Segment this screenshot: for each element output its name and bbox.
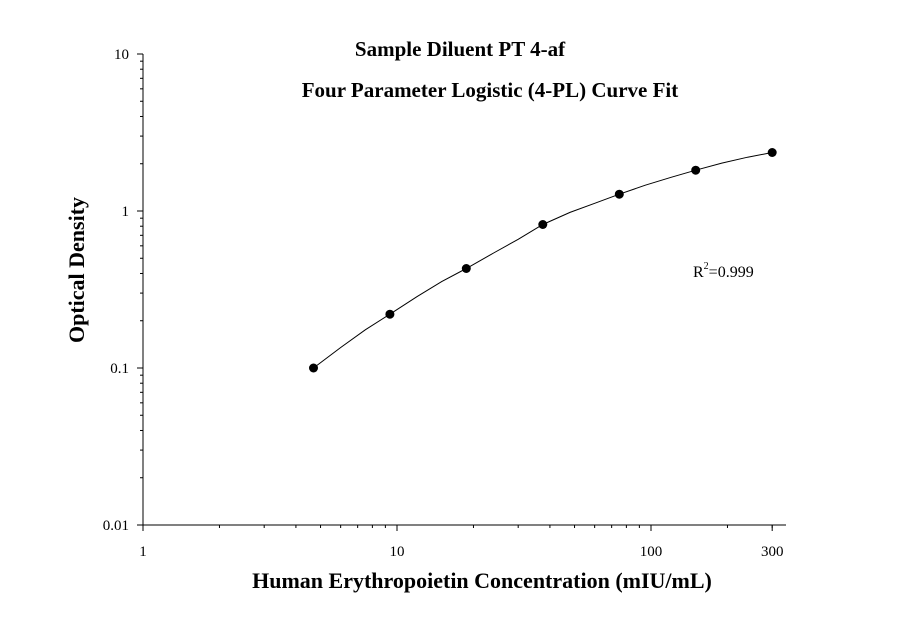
tick-labels: 0.01 0.1 1 10 1 10 100 300 — [103, 47, 784, 560]
axes — [142, 54, 786, 526]
chart-title: Sample Diluent PT 4-af — [355, 37, 566, 61]
data-point — [614, 189, 624, 199]
data-point — [461, 264, 471, 273]
data-point — [385, 309, 395, 319]
data-point — [691, 165, 701, 175]
r-squared-value: =0.999 — [709, 264, 754, 281]
y-tick-label: 1 — [122, 204, 130, 220]
r-squared-base: R — [693, 264, 704, 281]
y-axis-label: Optical Density — [64, 197, 89, 343]
data-points — [309, 148, 777, 373]
ticks — [137, 53, 773, 531]
y-tick-label: 10 — [114, 47, 129, 63]
data-point — [309, 363, 318, 373]
x-tick-label: 100 — [640, 544, 663, 560]
y-tick-label: 0.01 — [103, 518, 129, 534]
x-axis-label: Human Erythropoietin Concentration (mIU/… — [252, 568, 712, 593]
data-point — [538, 220, 548, 229]
data-point — [767, 148, 777, 157]
y-tick-label: 0.1 — [110, 361, 129, 377]
chart-subtitle: Four Parameter Logistic (4-PL) Curve Fit — [302, 78, 679, 102]
r-squared-superscript: 2 — [704, 261, 709, 272]
x-tick-label: 10 — [390, 544, 405, 560]
r-squared-annotation: R2=0.999 — [693, 261, 754, 281]
x-tick-label: 1 — [139, 544, 147, 560]
x-tick-label: 300 — [761, 544, 784, 560]
